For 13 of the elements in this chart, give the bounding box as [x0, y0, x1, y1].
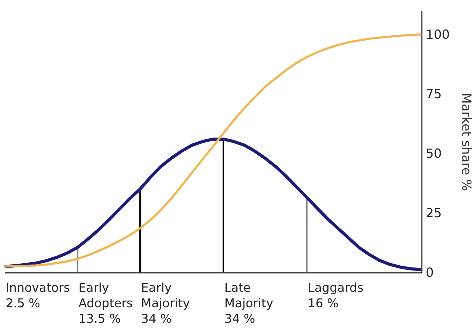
text: Late Majority 34 % — [224, 281, 274, 326]
line-series — [3, 138, 424, 272]
y-tick-label: 50 — [426, 146, 442, 162]
text: Innovators 2.5 % — [6, 281, 70, 311]
text: Laggards 16 % — [308, 281, 364, 311]
y-tick-label: 100 — [426, 27, 450, 42]
text: Early Majority 34 % — [141, 281, 190, 326]
text: Early Adopters 13.5 % — [78, 281, 134, 326]
y-tick-label: 25 — [426, 206, 442, 221]
y-tick-label: 75 — [426, 86, 442, 102]
line-series — [4, 34, 423, 268]
y-tick-label: 0 — [426, 265, 434, 280]
y-axis-title: Market share % — [460, 93, 474, 192]
